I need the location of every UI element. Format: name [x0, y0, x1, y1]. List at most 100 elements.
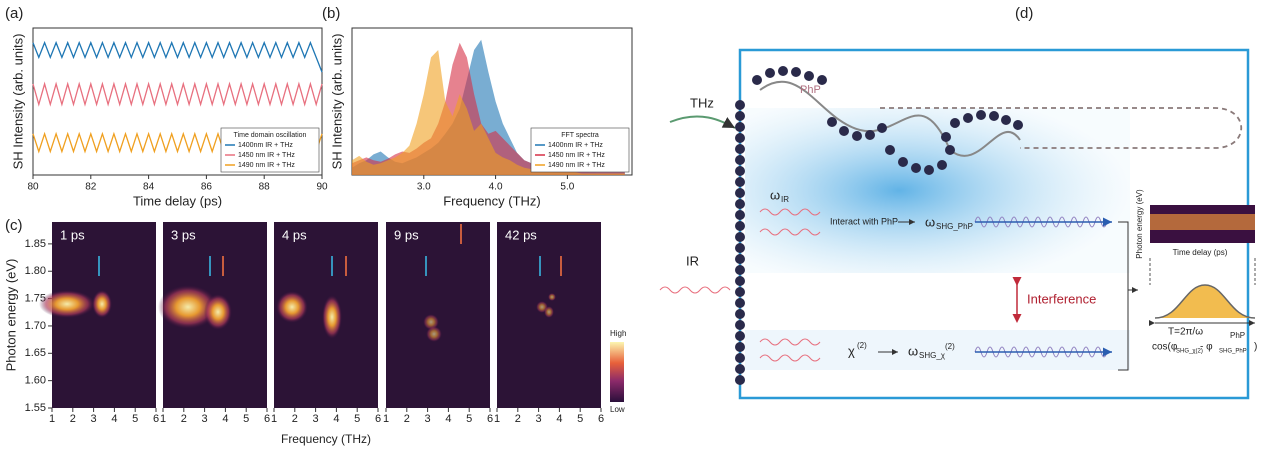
- atom: [898, 157, 908, 167]
- panel-label: (d): [1015, 5, 1033, 22]
- legend-box: [220, 127, 320, 173]
- x-tick-label: 3: [313, 413, 319, 425]
- atom: [735, 155, 745, 165]
- heatmap-glow: [423, 314, 439, 330]
- atom: [735, 100, 745, 110]
- x-tick-label: 84: [143, 182, 155, 193]
- heatmap-glow: [548, 293, 556, 301]
- atom: [778, 66, 788, 76]
- legend-title: FFT spectra: [561, 132, 599, 139]
- legend-label: 1490 nm IR + THz: [238, 162, 295, 169]
- inset-band: [1150, 214, 1255, 230]
- panel-label: (b): [322, 5, 340, 22]
- atom: [735, 210, 745, 220]
- atom: [735, 177, 745, 187]
- omega-sub: SHG_PhP: [936, 222, 973, 231]
- panel-time: 1 ps: [60, 227, 85, 242]
- atom: [735, 309, 745, 319]
- atom: [735, 254, 745, 264]
- x-tick-label: 4: [111, 413, 117, 425]
- cos-sub: SHG_χ(2): [1176, 349, 1203, 355]
- y-tick-label: 1.85: [25, 238, 46, 250]
- x-tick-label: 5: [577, 413, 583, 425]
- atom: [963, 113, 973, 123]
- atom: [950, 118, 960, 128]
- colorbar: [610, 342, 624, 402]
- x-tick-label: 3: [91, 413, 97, 425]
- heatmap-glow: [92, 290, 112, 318]
- omega: ω: [925, 214, 935, 229]
- x-tick-label: 6: [153, 413, 159, 425]
- legend-label: 1450 nm IR + THz: [238, 152, 295, 159]
- line: [32, 81, 323, 107]
- thz-arrow: [669, 115, 736, 129]
- atom: [735, 331, 745, 341]
- line: [32, 40, 323, 73]
- atom: [885, 145, 895, 155]
- ir-wave: [759, 208, 821, 236]
- atom: [911, 163, 921, 173]
- x-tick-label: 3.0: [417, 182, 431, 193]
- legend-label: 1450 nm IR + THz: [548, 152, 605, 159]
- x-tick-label: 86: [201, 182, 213, 193]
- zoom-lines: [1149, 258, 1256, 285]
- period-sub: PhP: [1230, 331, 1245, 340]
- php-label: PhP: [800, 84, 821, 96]
- atom: [1013, 120, 1023, 130]
- atoms: [735, 66, 1023, 385]
- period-label: T=2π/ω: [1168, 327, 1203, 338]
- atom: [735, 188, 745, 198]
- x-tick-label: 4: [556, 413, 562, 425]
- atom: [735, 342, 745, 352]
- panel-label: (a): [5, 5, 23, 22]
- panel-time: 4 ps: [282, 227, 307, 242]
- heatmap: [386, 222, 490, 408]
- x-tick-label: 80: [27, 182, 39, 193]
- y-tick-label: 1.70: [25, 320, 46, 332]
- x-tick-label: 2: [181, 413, 187, 425]
- x-tick-label: 5: [132, 413, 138, 425]
- cos: cos(φ: [1152, 342, 1178, 353]
- y-tick-label: 1.65: [25, 347, 46, 359]
- heatmap-glow: [204, 294, 232, 330]
- atom: [735, 232, 745, 242]
- colorbar-high: High: [610, 329, 626, 338]
- x-axis-label: Frequency (THz): [281, 432, 371, 446]
- omega: ω: [770, 187, 780, 202]
- chi-sup: (2): [857, 341, 867, 350]
- loop: [880, 107, 1242, 149]
- inset-y-label: Photon energy (eV): [1135, 189, 1144, 259]
- php-wave: [759, 80, 1021, 157]
- ir-wave: [759, 338, 821, 362]
- x-tick-label: 4.0: [489, 182, 503, 193]
- x-tick-label: 4: [445, 413, 451, 425]
- x-tick-label: 6: [375, 413, 381, 425]
- bracket: [1118, 221, 1138, 371]
- x-tick-label: 3: [202, 413, 208, 425]
- php-region: [745, 108, 1130, 273]
- heatmap-glow: [544, 306, 554, 318]
- atom: [735, 111, 745, 121]
- atom: [976, 110, 986, 120]
- atom: [1001, 115, 1011, 125]
- chi-region: [745, 330, 1130, 370]
- atom: [735, 287, 745, 297]
- x-tick-label: 5: [466, 413, 472, 425]
- x-tick-label: 2: [292, 413, 298, 425]
- x-tick-label: 88: [259, 182, 271, 193]
- chi-sup: (2): [945, 342, 955, 351]
- cos: - φ: [1200, 342, 1213, 353]
- x-tick-label: 1: [271, 413, 277, 425]
- interact-label: Interact with PhP: [830, 216, 898, 226]
- legend-label: 1490 nm IR + THz: [548, 162, 605, 169]
- x-tick-label: 5: [354, 413, 360, 425]
- legend-label: 1400nm IR + THz: [238, 142, 293, 149]
- x-tick-label: 1: [49, 413, 55, 425]
- x-tick-label: 2: [515, 413, 521, 425]
- x-tick-label: 2: [70, 413, 76, 425]
- y-axis-label: Photon energy (eV): [3, 259, 18, 372]
- atom: [924, 165, 934, 175]
- atom: [735, 122, 745, 132]
- x-tick-label: 1: [160, 413, 166, 425]
- y-tick-label: 1.80: [25, 265, 46, 277]
